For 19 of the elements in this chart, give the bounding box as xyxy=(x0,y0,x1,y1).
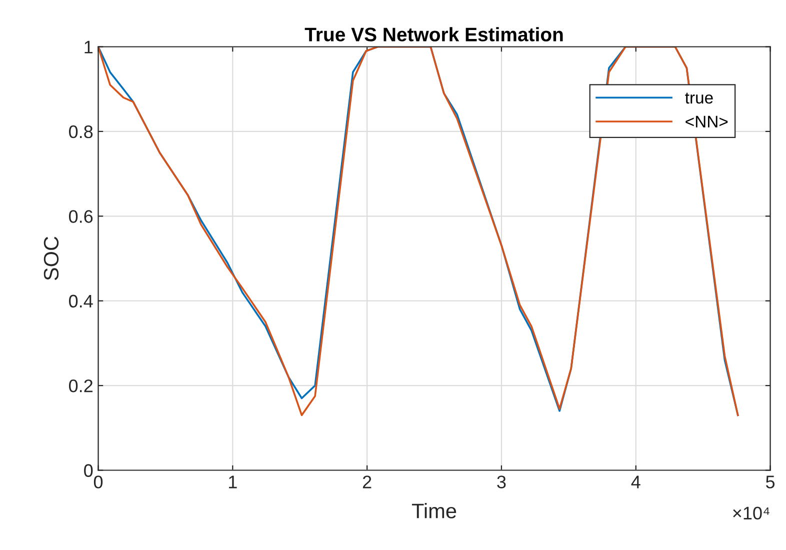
chart-title: True VS Network Estimation xyxy=(304,27,563,42)
legend-label: true xyxy=(685,92,713,104)
y-tick-label: 0 xyxy=(84,464,93,477)
x-tick-label: 0 xyxy=(94,476,103,488)
y-tick-label: 0.2 xyxy=(68,379,92,392)
x-tick-label: 3 xyxy=(497,476,506,488)
x-tick-label: 4 xyxy=(631,476,640,488)
text: ×10⁴ xyxy=(733,506,770,520)
line-series xyxy=(98,46,739,416)
y-tick-label: 1 xyxy=(84,40,93,54)
legend-label: <NN> xyxy=(686,116,728,128)
x-axis-title: Time xyxy=(412,503,456,518)
y-tick-label: 0.8 xyxy=(68,125,93,138)
y-axis-title: SOC xyxy=(44,236,59,280)
y-tick-label: 0.6 xyxy=(68,210,93,223)
x-tick-label: 2 xyxy=(362,476,372,488)
x-tick-label: 1 xyxy=(229,476,237,488)
x-tick-label: 5 xyxy=(766,476,775,488)
y-tick-label: 0.4 xyxy=(68,294,93,308)
